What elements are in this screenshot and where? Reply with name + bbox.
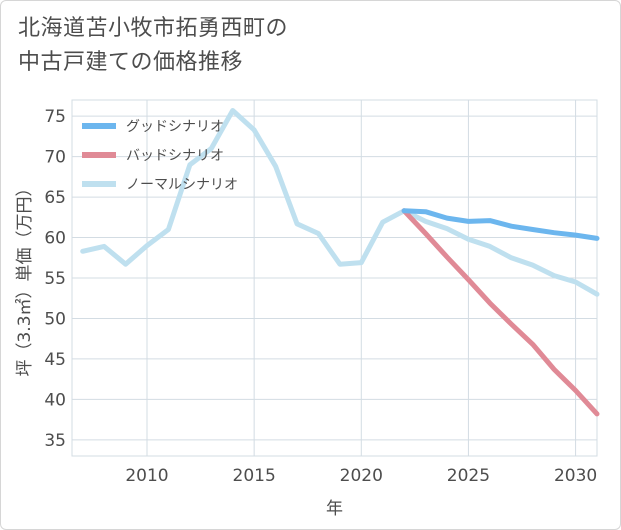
series-lines <box>80 108 600 417</box>
x-tick-label: 2025 <box>447 466 490 486</box>
y-tick-label: 55 <box>44 269 66 289</box>
x-tick-label: 2015 <box>233 466 276 486</box>
legend-label-1: バッドシナリオ <box>126 148 224 164</box>
y-tick-label: 45 <box>44 350 66 370</box>
legend-label-0: グッドシナリオ <box>126 119 224 135</box>
y-tick-label: 75 <box>44 107 66 127</box>
series-line-2 <box>80 108 600 297</box>
title-line-1: 北海道苫小牧市拓勇西町の <box>18 16 289 41</box>
y-tick-label: 70 <box>44 148 66 168</box>
x-tick-label: 2030 <box>554 466 597 486</box>
x-tick-label: 2020 <box>340 466 383 486</box>
y-axis-label: 坪（3.3㎡）単価（万円） <box>15 179 35 376</box>
legend-label-2: ノーマルシナリオ <box>126 177 238 193</box>
y-tick-label: 50 <box>44 309 66 329</box>
chart-title: 北海道苫小牧市拓勇西町の 中古戸建ての価格推移 <box>18 12 288 80</box>
y-tick-label: 65 <box>44 188 66 208</box>
x-axis-label: 年 <box>326 499 343 519</box>
x-tick-label: 2010 <box>125 466 168 486</box>
series-line-0 <box>401 208 600 241</box>
x-ticks: 2010 2015 2020 2025 2030 <box>125 466 597 486</box>
title-line-2: 中古戸建ての価格推移 <box>18 50 244 75</box>
y-tick-label: 35 <box>44 431 66 451</box>
y-tick-label: 60 <box>44 229 66 249</box>
y-tick-label: 40 <box>44 390 66 410</box>
y-ticks: 35 40 45 50 55 60 65 70 75 <box>44 107 66 451</box>
series-line-1 <box>401 208 600 417</box>
grid <box>71 99 598 457</box>
